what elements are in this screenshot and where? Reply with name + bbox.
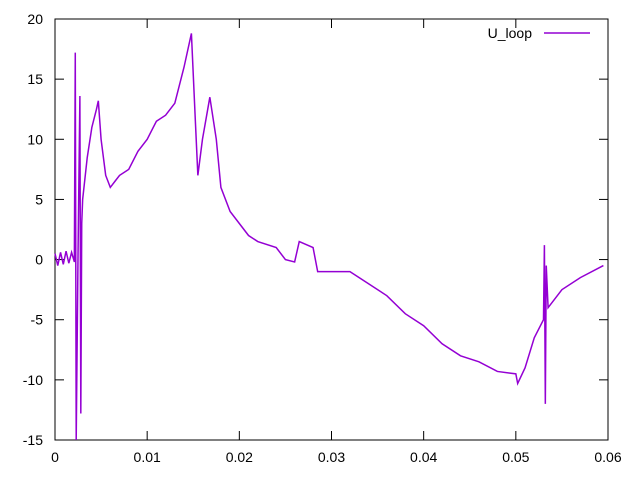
- y-tick-label: 15: [27, 71, 43, 87]
- x-tick-label: 0.06: [594, 449, 621, 465]
- y-tick-label: -15: [23, 432, 43, 448]
- x-tick-label: 0: [51, 449, 59, 465]
- data-line: [54, 33, 604, 441]
- plot-border: [54, 18, 609, 441]
- y-tick-label: 0: [35, 252, 43, 268]
- y-tick-label: -5: [31, 312, 44, 328]
- y-tick-label: 5: [35, 191, 43, 207]
- x-tick-label: 0.05: [502, 449, 529, 465]
- y-tick-label: 10: [27, 131, 43, 147]
- x-tick-label: 0.02: [226, 449, 253, 465]
- x-tick-label: 0.04: [410, 449, 437, 465]
- y-tick-label: -10: [23, 372, 43, 388]
- legend-label: U_loop: [488, 25, 533, 41]
- x-tick-label: 0.01: [134, 449, 161, 465]
- y-tick-label: 20: [27, 11, 43, 27]
- x-tick-label: 0.03: [318, 449, 345, 465]
